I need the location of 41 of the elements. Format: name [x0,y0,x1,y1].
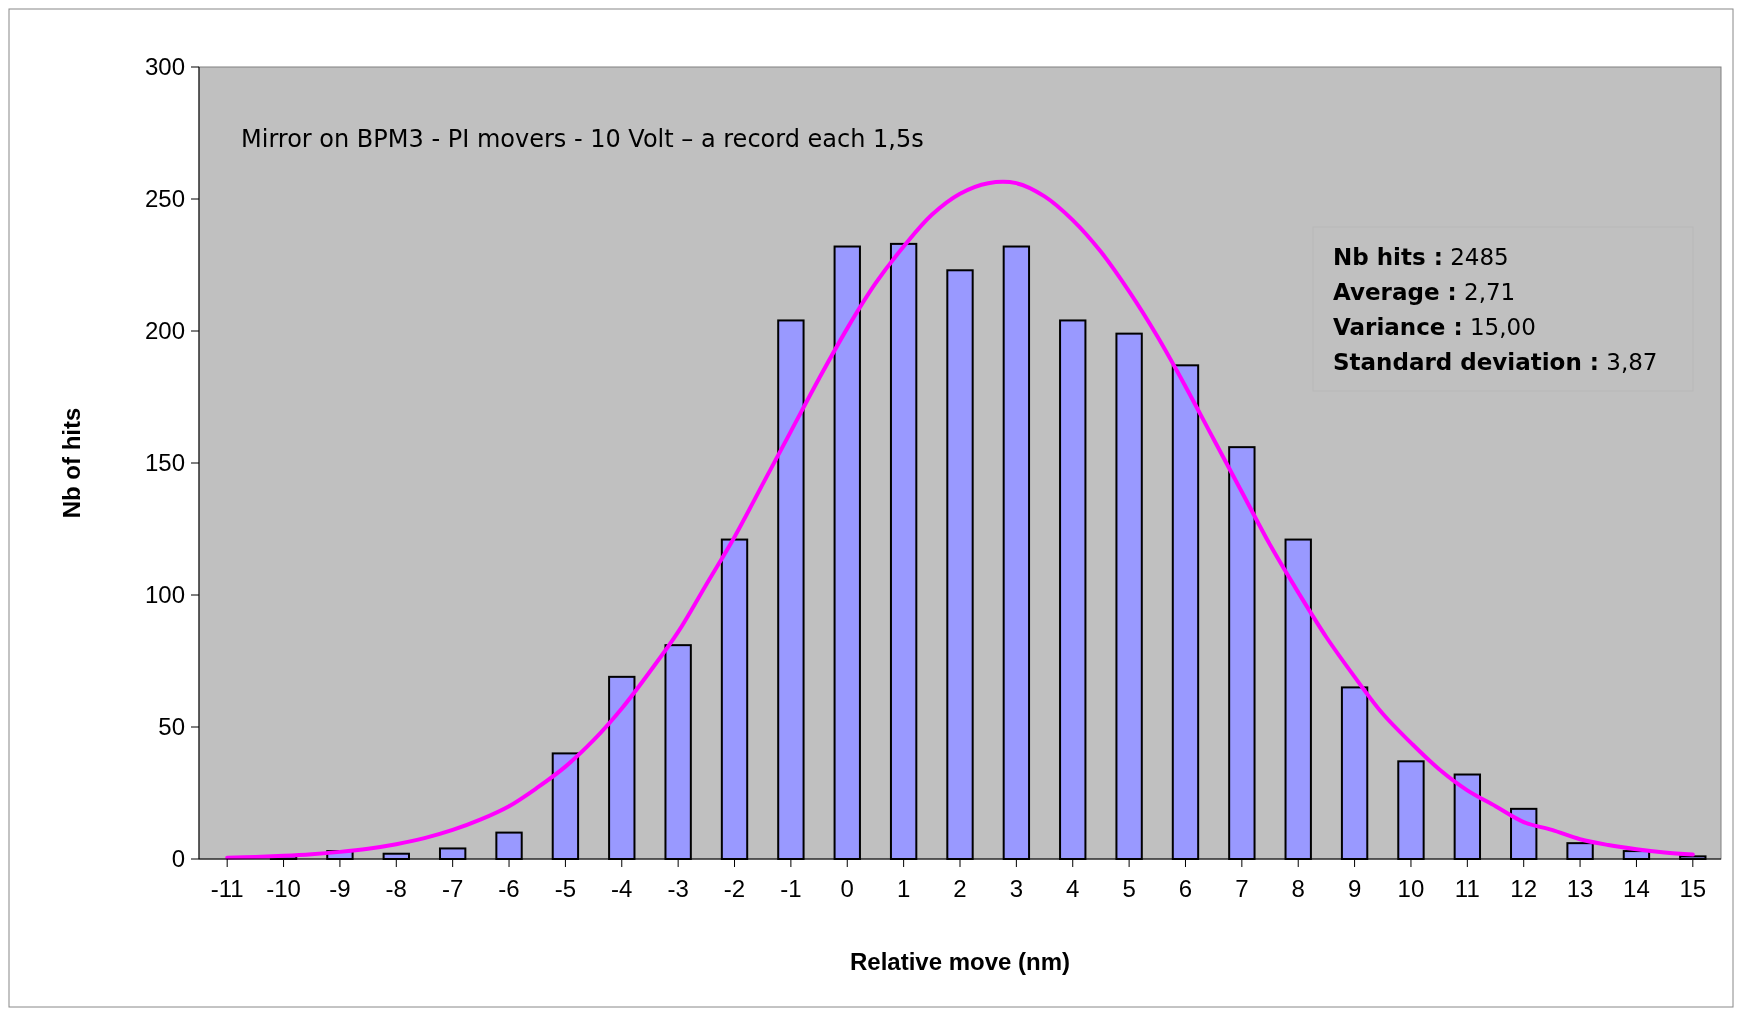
y-tick-label: 300 [144,53,185,80]
x-tick-label: -10 [266,875,301,902]
y-tick-label: 50 [158,713,185,740]
x-tick-label: -3 [667,875,689,902]
x-tick-label: 11 [1454,875,1480,902]
text: Mirror on BPM3 - PI movers - 10 Volt – a record each 1,5s [241,125,924,153]
y-tick-label: 150 [144,449,185,476]
x-axis-title: Relative move (nm) [849,948,1071,975]
x-tick-label: -9 [329,875,351,902]
x-tick-label: -7 [441,875,464,902]
x-tick-label: 12 [1510,875,1538,902]
x-tick-label: 9 [1347,875,1362,902]
x-tick-label: 2 [953,875,967,902]
x-tick-label: -5 [554,875,577,902]
y-tick-label: 250 [144,185,185,212]
x-tick-label: -8 [385,875,407,902]
x-tick-label: 1 [896,875,911,902]
x-tick-label: 6 [1178,875,1193,902]
y-tick-label: 100 [144,581,185,608]
x-tick-label: 0 [840,875,854,902]
x-tick-label: 14 [1623,875,1650,902]
y-tick-label: 200 [144,317,185,344]
x-tick-label: 10 [1397,875,1425,902]
x-tick-label: 7 [1235,875,1249,902]
x-tick-label: 5 [1122,875,1136,902]
annotation: Standard deviation : 3,87 [1333,349,1658,375]
y-axis-title: Nb of hits [58,407,85,519]
x-tick-label: 13 [1566,875,1594,902]
x-tick-label: -2 [723,875,746,902]
x-tick-label: 15 [1679,875,1707,902]
annotation: Variance : 15,00 [1333,314,1536,340]
y-tick-label: 0 [171,845,185,872]
x-tick-label: 4 [1066,875,1080,902]
annotation: Nb hits : 2485 [1333,244,1509,270]
x-tick-label: -1 [780,875,802,902]
x-tick-label: -4 [611,875,633,902]
annotation: Average : 2,71 [1333,279,1516,305]
x-tick-label: 8 [1291,875,1305,902]
x-tick-label: 3 [1009,875,1024,902]
x-tick-label: -11 [210,875,244,902]
x-tick-label: -6 [498,875,520,902]
